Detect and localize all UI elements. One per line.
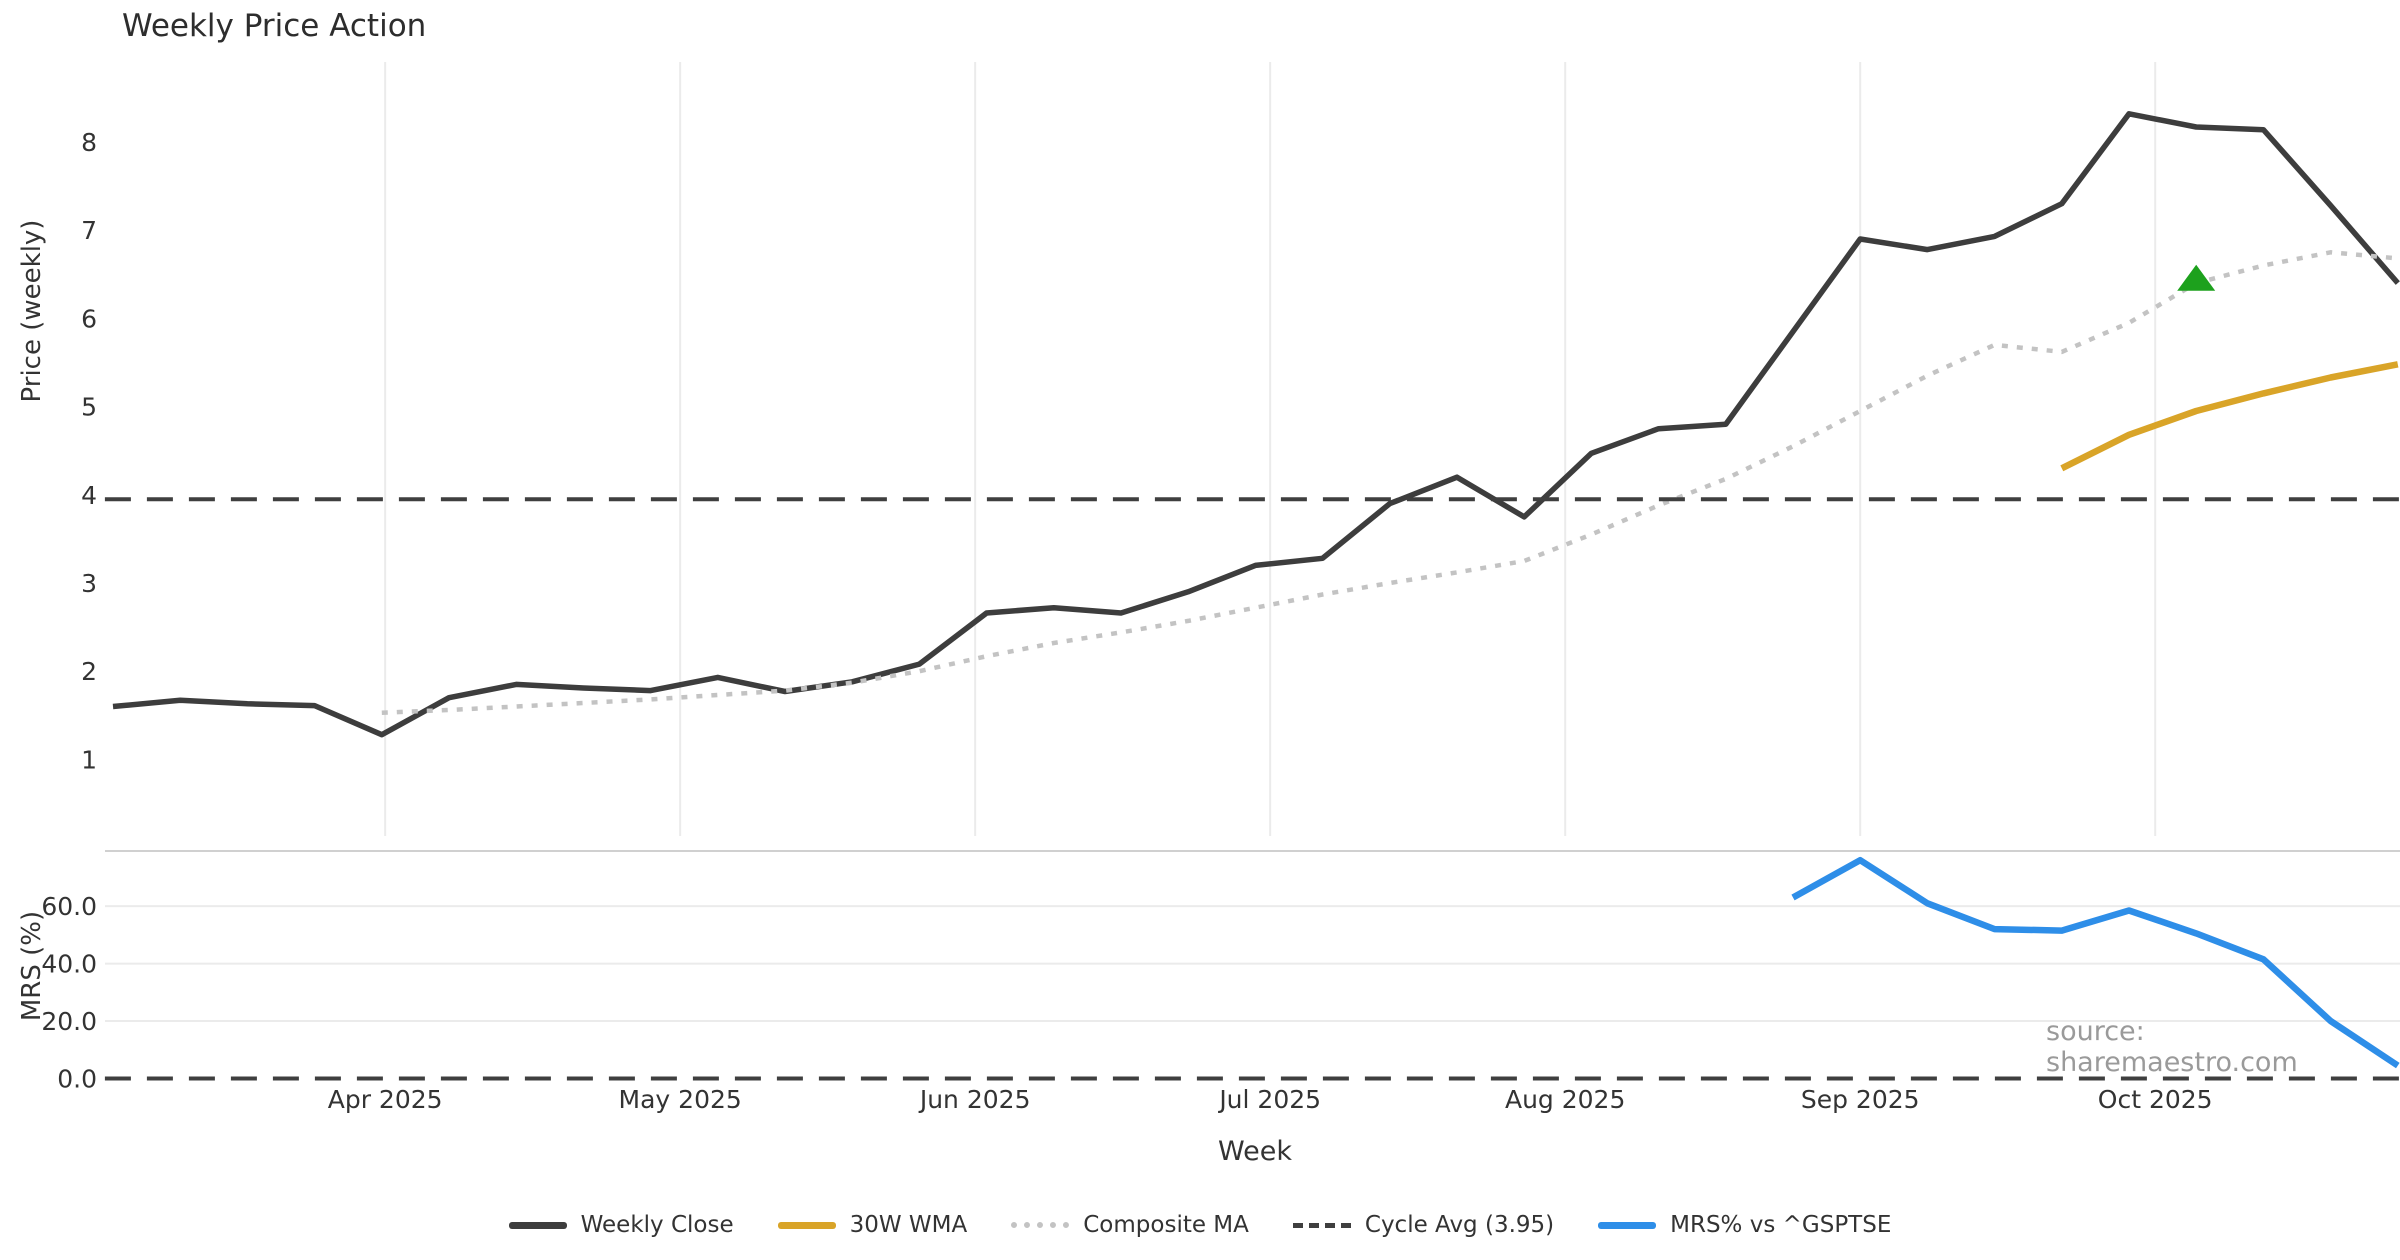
mrs-tick-label: 0.0 [57, 1065, 97, 1094]
legend-label: Weekly Close [580, 1212, 734, 1238]
series-mrs-vs-gsptse [1791, 856, 2400, 1069]
price-tick-label: 4 [81, 481, 97, 510]
series-30w-wma [2060, 361, 2399, 472]
month-tick-label: Jul 2025 [1217, 1085, 1321, 1114]
legend-item-weekly-close[interactable]: Weekly Close [508, 1212, 734, 1238]
legend-swatch [508, 1221, 567, 1229]
x-axis-title: Week [1218, 1136, 1292, 1167]
legend-label: 30W WMA [849, 1212, 968, 1238]
legend-label: Composite MA [1083, 1212, 1249, 1238]
price-tick-label: 6 [81, 304, 97, 333]
legend-swatch [1598, 1221, 1657, 1229]
legend-label: MRS% vs ^GSPTSE [1670, 1212, 1892, 1238]
legend: Weekly Close 30W WMA Composite MA Cycle Avg… [0, 1212, 2400, 1238]
price-tick-label: 3 [81, 569, 97, 598]
mrs-tick-label: 60.0 [41, 892, 97, 921]
legend-swatch [777, 1221, 836, 1229]
legend-item-mrs-vs-gsptse[interactable]: MRS% vs ^GSPTSE [1598, 1212, 1891, 1238]
month-tick-label: Aug 2025 [1505, 1085, 1625, 1114]
price-tick-label: 7 [81, 216, 97, 245]
legend-item-cycle-avg-3-95-[interactable]: Cycle Avg (3.95) [1292, 1212, 1555, 1238]
source-note: source: sharemaestro.com [2046, 1016, 2298, 1078]
legend-item-composite-ma[interactable]: Composite MA [1011, 1212, 1249, 1238]
month-tick-label: May 2025 [619, 1085, 742, 1114]
chart-title: Weekly Price Action [122, 8, 427, 44]
price-axis-title: Price (weekly) [17, 219, 47, 403]
legend-label: Cycle Avg (3.95) [1364, 1212, 1555, 1238]
legend-swatch [1292, 1222, 1351, 1228]
mrs-axis-title: MRS (%) [17, 910, 47, 1022]
month-tick-label: Apr 2025 [328, 1085, 443, 1114]
legend-swatch [1011, 1222, 1070, 1228]
mrs-tick-label: 20.0 [41, 1007, 97, 1036]
month-tick-label: Jun 2025 [918, 1085, 1031, 1114]
mrs-tick-label: 40.0 [41, 950, 97, 979]
series-composite-ma [381, 250, 2399, 715]
month-tick-label: Oct 2025 [2098, 1085, 2213, 1114]
price-tick-label: 1 [81, 745, 97, 774]
month-tick-label: Sep 2025 [1801, 1085, 1920, 1114]
series-weekly-close [112, 111, 2400, 738]
signal-marker-triangle-up [2177, 264, 2216, 291]
legend-item-30w-wma[interactable]: 30W WMA [777, 1212, 968, 1238]
price-tick-label: 5 [81, 393, 97, 422]
price-tick-label: 2 [81, 657, 97, 686]
price-tick-label: 8 [81, 128, 97, 157]
